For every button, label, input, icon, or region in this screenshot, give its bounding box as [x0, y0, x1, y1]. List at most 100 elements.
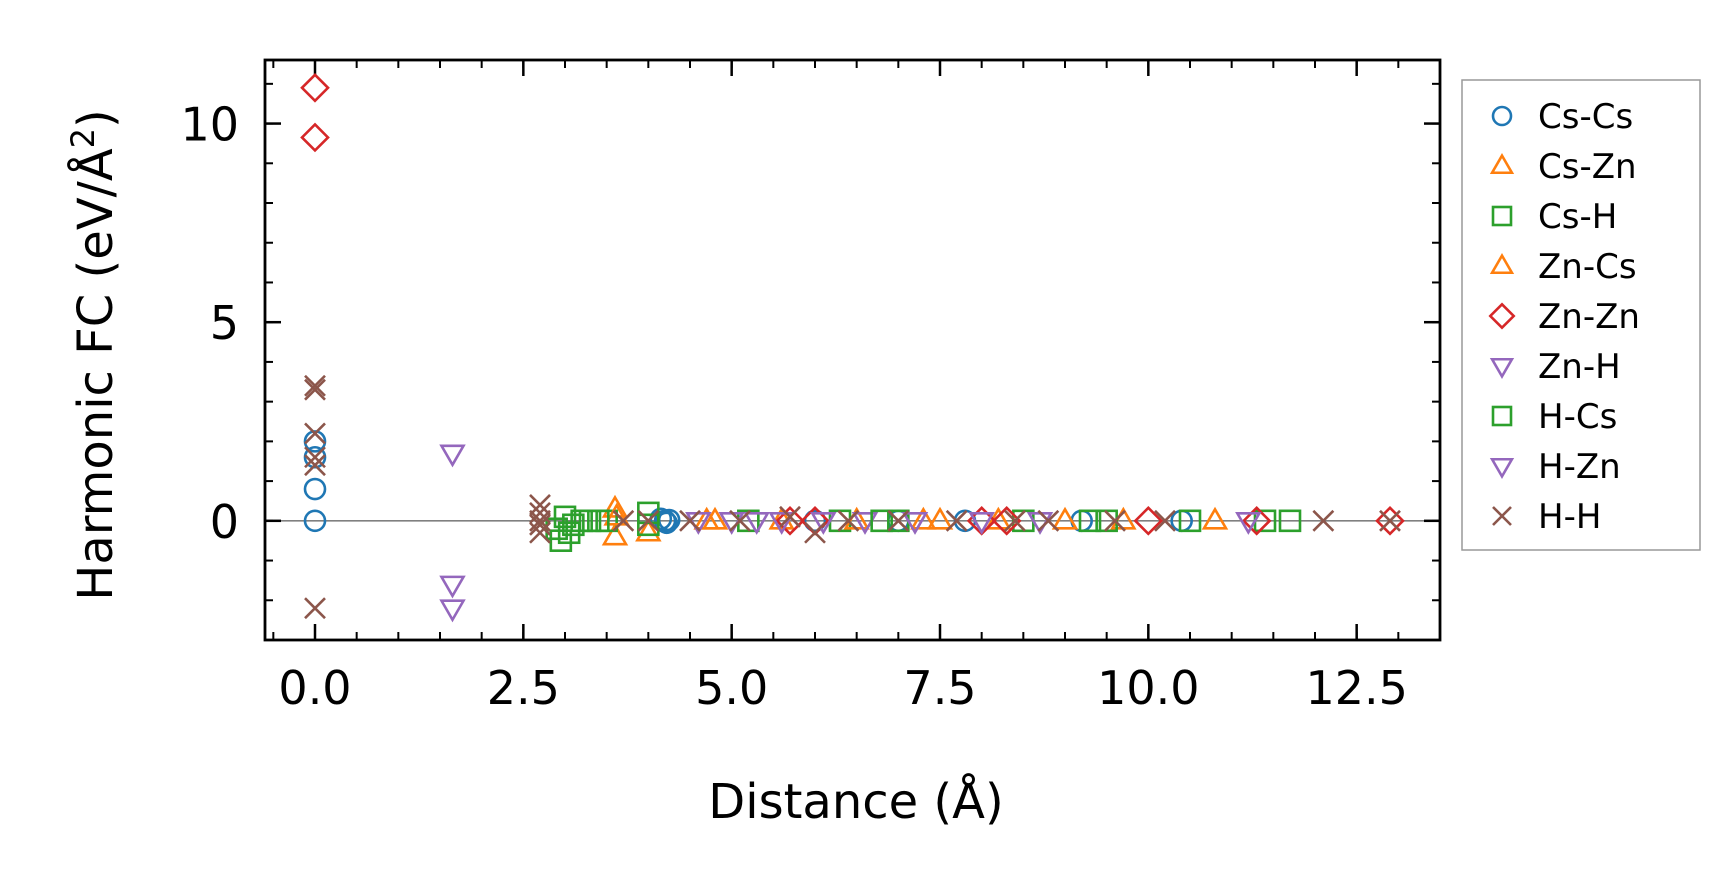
- point-h-cs: [1278, 509, 1302, 533]
- point-cs-zn: [601, 494, 629, 518]
- point-h-h: [679, 509, 701, 532]
- point-h-h: [729, 509, 751, 532]
- point-h-cs: [870, 509, 893, 533]
- point-cs-zn: [1201, 506, 1229, 530]
- data-points: [300, 72, 1405, 623]
- point-h-h: [304, 454, 326, 477]
- point-h-h: [887, 509, 910, 532]
- point-zn-cs: [1051, 506, 1079, 530]
- y-tick-label: 0: [210, 495, 239, 549]
- legend-marker-cs-zn: [1489, 153, 1515, 175]
- point-cs-h: [637, 501, 660, 525]
- point-h-h: [304, 422, 326, 445]
- series-h-cs: [557, 509, 1302, 545]
- point-zn-cs: [701, 506, 729, 530]
- point-h-h: [529, 521, 551, 544]
- point-zn-h: [439, 575, 466, 599]
- y-axis: 0 5 10: [180, 82, 1440, 641]
- legend-label-cs-cs: Cs-Cs: [1538, 97, 1633, 137]
- point-h-h: [837, 509, 860, 532]
- legend-marker-h-h: [1492, 506, 1512, 526]
- point-cs-zn: [601, 522, 629, 546]
- point-h-h: [1104, 509, 1126, 532]
- legend-marker-zn-zn: [1488, 302, 1516, 330]
- plot-area: [263, 58, 1442, 642]
- point-cs-cs: [303, 509, 327, 533]
- legend-marker-h-zn: [1489, 457, 1515, 479]
- point-h-zn: [768, 512, 795, 535]
- x-tick-label: 10.0: [1097, 661, 1199, 715]
- point-h-h: [1312, 509, 1335, 532]
- point-h-h: [304, 378, 326, 401]
- point-cs-h: [1078, 509, 1102, 533]
- point-h-cs: [587, 509, 610, 533]
- point-h-cs: [557, 521, 581, 545]
- legend-label-zn-zn: Zn-Zn: [1538, 297, 1640, 337]
- point-h-h: [529, 494, 551, 516]
- point-cs-cs: [303, 477, 327, 501]
- y-axis-title-main: Harmonic FC (eV/Å: [67, 148, 124, 601]
- x-axis-title: Distance (Å): [708, 773, 1003, 830]
- point-zn-h: [901, 512, 929, 535]
- y-tick-label: 5: [210, 296, 239, 350]
- point-h-zn: [968, 512, 995, 535]
- point-h-h: [779, 505, 801, 528]
- point-zn-zn: [1133, 505, 1164, 536]
- point-h-h: [304, 446, 326, 469]
- legend-marker-cs-cs: [1491, 105, 1513, 127]
- point-h-h: [304, 374, 326, 397]
- point-h-h: [1037, 509, 1060, 532]
- point-zn-cs: [926, 506, 954, 530]
- x-tick-label: 12.5: [1305, 661, 1407, 715]
- y-axis-title-sup: 2: [64, 128, 102, 148]
- point-zn-h: [439, 444, 466, 468]
- point-h-h: [304, 597, 326, 620]
- point-cs-zn: [910, 506, 937, 530]
- point-cs-h: [562, 513, 585, 537]
- legend-label-h-h: H-H: [1538, 497, 1601, 537]
- point-h-h: [1379, 509, 1401, 532]
- point-zn-h: [439, 599, 466, 623]
- point-cs-h: [637, 513, 660, 537]
- series-h-h: [304, 374, 1401, 620]
- point-cs-zn: [635, 518, 662, 542]
- point-h-cs: [570, 509, 593, 533]
- point-cs-h: [1178, 509, 1202, 533]
- point-zn-zn: [775, 505, 805, 536]
- point-zn-zn: [300, 72, 330, 103]
- point-cs-cs: [803, 509, 827, 533]
- point-h-zn: [810, 512, 837, 535]
- legend-marker-cs-h: [1491, 205, 1513, 227]
- plot-frame: [263, 58, 1442, 642]
- legend-marker-h-cs: [1491, 405, 1513, 427]
- legend-label-zn-cs: Zn-Cs: [1538, 247, 1637, 287]
- legend-marker-zn-h: [1489, 357, 1515, 379]
- point-cs-h: [553, 505, 577, 529]
- point-h-h: [1004, 509, 1026, 532]
- legend: Cs-Cs Cs-Zn Cs-H Zn-Cs Zn-Zn Zn-H H-Cs H-Zn H-H: [1461, 79, 1701, 551]
- x-tick-label: 7.5: [903, 661, 976, 715]
- point-zn-zn: [1375, 505, 1405, 536]
- point-h-h: [612, 509, 635, 532]
- y-axis-title: Harmonic FC (eV/Å2): [64, 109, 124, 601]
- x-tick-label: 2.5: [487, 661, 560, 715]
- y-tick-label: 10: [180, 98, 239, 152]
- point-h-h: [1154, 509, 1176, 532]
- point-h-h: [945, 509, 968, 532]
- point-cs-cs: [303, 430, 327, 453]
- y-axis-title-close: ): [68, 109, 124, 128]
- point-cs-h: [549, 529, 573, 552]
- series-zn-zn: [300, 72, 1405, 536]
- legend-marker-zn-cs: [1489, 253, 1515, 275]
- point-h-zn: [1235, 512, 1262, 535]
- x-axis: 0.0 2.5 5.0 7.5 10.0 12.5: [272, 60, 1441, 715]
- legend-label-cs-h: Cs-H: [1538, 197, 1617, 237]
- point-h-h: [637, 509, 660, 532]
- legend-label-cs-zn: Cs-Zn: [1538, 147, 1637, 187]
- legend-label-h-cs: H-Cs: [1538, 397, 1617, 437]
- point-zn-zn: [300, 122, 330, 153]
- point-zn-zn: [1241, 505, 1272, 536]
- legend-label-zn-h: Zn-H: [1538, 347, 1621, 387]
- x-tick-label: 5.0: [695, 661, 768, 715]
